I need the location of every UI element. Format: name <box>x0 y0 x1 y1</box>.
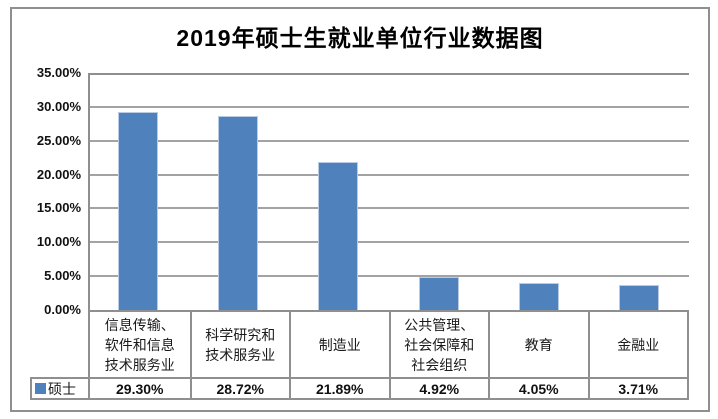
value-cell: 29.30% <box>90 377 190 398</box>
data-table: 信息传输、 软件和信息 技术服务业 科学研究和 技术服务业 制造业 公共管理、 … <box>88 310 689 400</box>
category-cell: 科学研究和 技术服务业 <box>189 312 290 377</box>
gridline <box>90 207 689 210</box>
legend-cell: 硕士 <box>30 377 90 400</box>
gridline <box>90 173 689 176</box>
y-tick-label: 10.00% <box>36 234 81 250</box>
legend-swatch-icon <box>35 383 46 394</box>
gridline <box>90 275 689 278</box>
y-tick-label: 0.00% <box>44 302 81 317</box>
category-cell: 金融业 <box>587 312 688 377</box>
category-cell: 公共管理、 社会保障和 社会组织 <box>388 312 489 377</box>
bar <box>318 161 359 310</box>
category-cell: 信息传输、 软件和信息 技术服务业 <box>104 316 175 373</box>
value-cell: 28.72% <box>189 377 289 398</box>
bar <box>518 282 559 310</box>
value-cell: 21.89% <box>289 377 389 398</box>
plot-top-border <box>88 73 689 75</box>
bar <box>418 276 459 310</box>
plot-area <box>88 73 689 310</box>
bar <box>118 111 159 310</box>
y-tick-label: 20.00% <box>36 166 81 182</box>
gridline <box>90 139 689 142</box>
value-cell: 4.92% <box>388 377 488 398</box>
category-cell: 制造业 <box>289 312 389 377</box>
y-tick-label: 35.00% <box>36 65 81 80</box>
chart-title: 2019年硕士生就业单位行业数据图 <box>176 25 544 51</box>
gridline <box>90 241 689 244</box>
bar <box>218 115 259 310</box>
value-cell: 4.05% <box>488 377 588 398</box>
category-cell: 教育 <box>488 312 588 377</box>
bar <box>618 284 659 310</box>
value-cell: 3.71% <box>587 377 687 398</box>
y-tick-label: 25.00% <box>36 132 81 148</box>
y-axis: 35.00% 30.00% 25.00% 20.00% 15.00% 10.00% 5.00… <box>0 0 82 419</box>
legend-label: 硕士 <box>48 380 76 397</box>
y-tick-label: 15.00% <box>36 200 81 216</box>
y-axis-line <box>88 73 90 310</box>
y-tick-label: 5.00% <box>44 268 81 284</box>
y-tick-label: 30.00% <box>36 98 81 114</box>
gridline <box>90 105 689 108</box>
